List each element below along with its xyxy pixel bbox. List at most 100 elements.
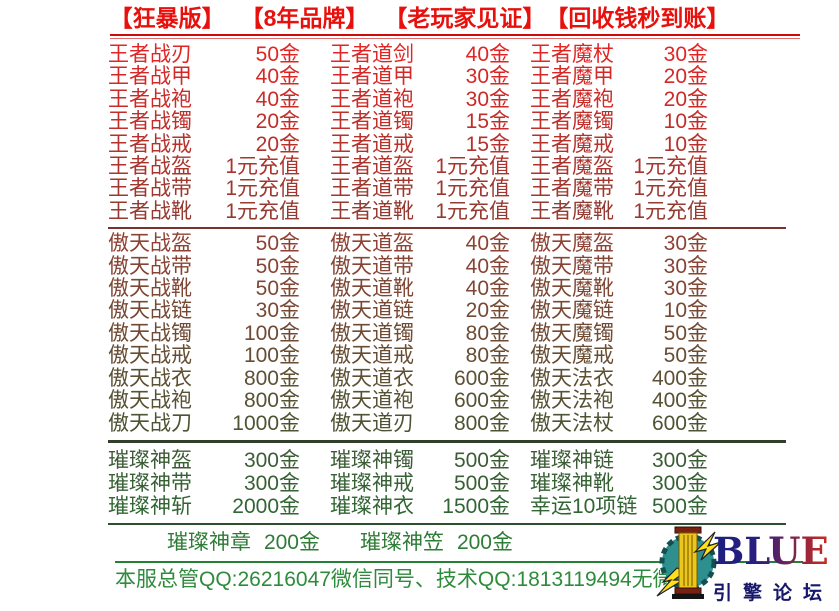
item-name: 王者魔镯 (530, 110, 614, 134)
item-price: 30金 (663, 277, 708, 301)
price-cell: 璀璨神盔 300金 (108, 449, 300, 472)
item-price: 100金 (243, 321, 300, 345)
price-row: 王者战戒 20金 王者道戒 15金 王者魔戒 10金 (108, 132, 788, 156)
price-section-3: 璀璨神章 200金 璀璨神笠 200金 (108, 531, 788, 554)
item-name: 璀璨神斩 (108, 494, 192, 518)
item-name: 傲天战盔 (108, 232, 192, 256)
item-price: 300金 (243, 471, 300, 495)
item-price: 1元充值 (225, 199, 300, 223)
price-cell: 傲天魔戒 50金 (530, 344, 708, 367)
price-cell: 王者战镯 20金 (108, 110, 300, 133)
price-cell: 傲天战戒 100金 (108, 344, 300, 368)
price-cell: 王者道戒 15金 (330, 133, 510, 156)
item-name: 傲天魔镯 (530, 321, 614, 345)
price-cell: 傲天魔靴 30金 (530, 277, 708, 301)
price-cell: 王者魔袍 20金 (530, 88, 708, 111)
item-name: 璀璨神戒 (330, 471, 414, 495)
item-name: 王者道盔 (330, 155, 414, 179)
item-name: 傲天法杖 (530, 411, 614, 435)
price-cell: 王者战袍 40金 (108, 88, 300, 111)
price-cell: 傲天法衣 400金 (530, 366, 708, 390)
price-cell: 王者道带 1元充值 (330, 177, 510, 201)
item-price: 80金 (465, 344, 510, 368)
item-name: 王者魔戒 (530, 132, 614, 156)
item-name: 王者战刃 (108, 43, 192, 66)
price-cell: 傲天道戒 80金 (330, 344, 510, 368)
item-name: 王者魔甲 (530, 65, 614, 89)
item-price: 15金 (465, 110, 510, 134)
price-cell: 傲天道镯 80金 (330, 321, 510, 345)
section-divider (108, 439, 786, 443)
price-row: 璀璨神带 300金 璀璨神戒 500金 璀璨神靴 300金 (108, 472, 788, 495)
item-name: 王者道带 (330, 177, 414, 201)
price-row: 王者战镯 20金 王者道镯 15金 王者魔镯 10金 (108, 110, 788, 134)
item-name: 傲天道袍 (330, 389, 414, 413)
item-price: 30金 (663, 232, 708, 256)
item-name: 傲天道镯 (330, 321, 414, 345)
price-cell: 王者魔杖 30金 (530, 43, 708, 66)
item-name: 傲天战靴 (108, 277, 192, 301)
item-name: 王者道甲 (330, 65, 414, 89)
item-name: 王者道靴 (330, 199, 414, 223)
blue-engine-logo: BLUE 引擎论坛 (656, 526, 829, 604)
item-name: 璀璨神盔 (108, 448, 192, 472)
price-sections: 王者战刃 50金 王者道剑 40金 王者魔杖 30金 王者战甲 40金 王者道甲 30金 王者魔甲 2… (0, 43, 839, 563)
price-cell: 王者战靴 1元充值 (108, 199, 300, 223)
price-row: 傲天战镯 100金 傲天道镯 80金 傲天魔镯 50金 (108, 321, 788, 345)
item-price: 40金 (465, 277, 510, 301)
item-name: 王者战戒 (108, 132, 192, 156)
item-price: 10金 (663, 299, 708, 323)
price-row: 王者战刃 50金 王者道剑 40金 王者魔杖 30金 (108, 43, 788, 66)
item-price: 1元充值 (633, 177, 708, 201)
header-badge: 【狂暴版】 (109, 5, 225, 31)
price-cell: 傲天道刃 800金 (330, 412, 510, 435)
header-badge: 【8年品牌】 (240, 5, 369, 31)
item-name: 王者战带 (108, 177, 192, 201)
item-price: 300金 (651, 471, 708, 495)
price-row: 傲天战衣 800金 傲天道衣 600金 傲天法衣 400金 (108, 366, 788, 390)
header-badge: 【回收钱秒到账】 (545, 5, 730, 31)
price-cell: 傲天魔镯 50金 (530, 321, 708, 345)
price-cell: 璀璨神带 300金 (108, 472, 300, 495)
item-name: 璀璨神笠 (360, 530, 444, 554)
price-cell: 傲天魔链 10金 (530, 299, 708, 323)
header-divider (110, 34, 800, 39)
item-name: 傲天法衣 (530, 366, 614, 390)
item-name: 傲天魔链 (530, 299, 614, 323)
item-name: 璀璨神章 (167, 530, 251, 554)
item-name: 傲天战带 (108, 254, 192, 278)
price-cell: 傲天道衣 600金 (330, 367, 510, 390)
item-price: 40金 (465, 254, 510, 278)
item-name: 傲天魔带 (530, 254, 614, 278)
price-row: 傲天战袍 800金 傲天道袍 600金 傲天法袍 400金 (108, 389, 788, 413)
item-price: 1元充值 (435, 155, 510, 179)
price-cell: 傲天道带 40金 (330, 254, 510, 278)
price-cell: 王者道袍 30金 (330, 88, 510, 111)
item-name: 傲天法袍 (530, 389, 614, 413)
price-row: 王者战盔 1元充值 王者道盔 1元充值 王者魔盔 1元充值 (108, 155, 788, 179)
price-cell: 王者道靴 1元充值 (330, 199, 510, 223)
price-row: 璀璨神章 200金 璀璨神笠 200金 (167, 531, 788, 554)
item-price: 500金 (651, 494, 708, 518)
price-cell: 璀璨神镯 500金 (330, 449, 510, 472)
price-cell: 王者魔盔 1元充值 (530, 155, 708, 178)
price-cell: 璀璨神衣 1500金 (330, 495, 510, 518)
price-cell: 璀璨神章 200金 (167, 531, 320, 554)
item-name: 傲天道链 (330, 299, 414, 323)
price-section-1: 傲天战盔 50金 傲天道盔 40金 傲天魔盔 30金 傲天战带 50金 傲天道带 40金 傲天魔带 3… (108, 232, 788, 435)
price-row: 璀璨神盔 300金 璀璨神镯 500金 璀璨神链 300金 (108, 449, 788, 472)
price-cell: 王者魔带 1元充值 (530, 177, 708, 201)
item-name: 傲天战镯 (108, 321, 192, 345)
item-price: 1元充值 (435, 199, 510, 223)
item-name: 傲天战袍 (108, 389, 192, 413)
price-cell: 璀璨神斩 2000金 (108, 495, 300, 518)
price-cell: 王者魔戒 10金 (530, 132, 708, 156)
item-price: 100金 (243, 344, 300, 368)
price-cell: 璀璨神笠 200金 (360, 531, 513, 554)
item-name: 璀璨神镯 (330, 448, 414, 472)
item-price: 20金 (465, 299, 510, 323)
item-price: 600金 (453, 389, 510, 413)
item-price: 1元充值 (225, 155, 300, 179)
price-cell: 傲天法杖 600金 (530, 411, 708, 435)
price-cell: 王者道剑 40金 (330, 43, 510, 66)
